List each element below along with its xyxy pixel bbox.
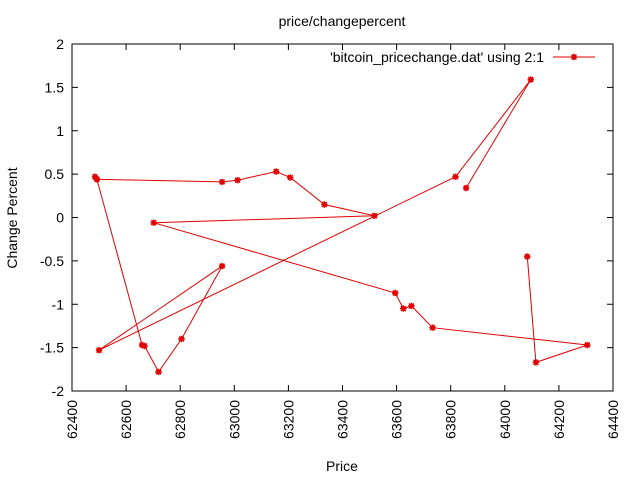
- x-axis-label: Price: [326, 458, 358, 474]
- data-point: [155, 368, 162, 376]
- data-point: [532, 359, 540, 366]
- x-tick-label: 62400: [64, 400, 80, 439]
- data-point: [408, 302, 415, 310]
- y-tick-label: 2: [56, 36, 64, 52]
- y-tick-label: -0.5: [40, 253, 64, 269]
- data-point: [527, 76, 534, 83]
- data-point: [178, 335, 185, 343]
- y-tick-label: 1.5: [45, 79, 65, 95]
- chart-title: price/changepercent: [279, 13, 406, 29]
- data-point: [462, 184, 470, 192]
- y-tick-label: 1: [56, 123, 64, 139]
- x-tick-label: 63800: [443, 400, 459, 439]
- data-point: [287, 174, 294, 181]
- data-point: [371, 212, 378, 219]
- data-point: [524, 253, 531, 260]
- y-tick-label: -1.5: [40, 340, 64, 356]
- y-axis-label: Change Percent: [4, 167, 20, 268]
- data-point: [584, 341, 591, 349]
- data-point: [400, 305, 407, 312]
- y-tick-label: -2: [52, 383, 65, 399]
- data-point: [234, 176, 241, 184]
- data-point: [321, 201, 328, 208]
- y-tick-label: 0: [56, 210, 64, 226]
- x-tick-label: 63600: [389, 400, 405, 439]
- data-point: [218, 262, 226, 270]
- x-tick-label: 64200: [551, 400, 567, 439]
- y-tick-label: -1: [52, 296, 65, 312]
- x-tick-label: 63000: [226, 400, 242, 439]
- y-tick-label: 0.5: [45, 166, 65, 182]
- x-tick-label: 63400: [335, 400, 351, 439]
- data-point: [452, 173, 459, 180]
- data-point: [273, 168, 280, 175]
- legend-marker: [570, 53, 578, 61]
- x-tick-label: 63200: [280, 400, 296, 439]
- series-marks: [91, 76, 591, 376]
- data-point: [218, 178, 226, 186]
- data-point: [138, 341, 146, 349]
- x-tick-label: 64000: [497, 400, 513, 439]
- data-point: [93, 176, 101, 183]
- legend-label: 'bitcoin_pricechange.dat' using 2:1: [330, 49, 544, 65]
- legend: 'bitcoin_pricechange.dat' using 2:1: [330, 49, 595, 65]
- x-tick-label: 64400: [605, 400, 621, 439]
- data-point: [95, 347, 103, 354]
- series-line: [94, 79, 588, 373]
- axes: 62400 62600 62800 63000 63200 63400 63600 63800…: [40, 36, 621, 439]
- data-point: [392, 289, 399, 297]
- data-point: [150, 219, 157, 226]
- x-tick-label: 62600: [118, 400, 134, 439]
- data-point: [429, 324, 436, 331]
- data-point: [141, 342, 148, 350]
- x-tick-label: 62800: [172, 400, 188, 439]
